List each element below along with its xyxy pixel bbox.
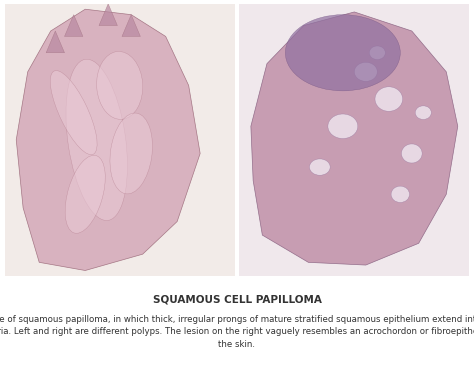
Ellipse shape: [310, 159, 330, 175]
Ellipse shape: [97, 51, 143, 119]
Polygon shape: [16, 9, 200, 271]
Text: A second type of squamous papilloma, in which thick, irregular prongs of mature : A second type of squamous papilloma, in …: [0, 315, 474, 349]
Ellipse shape: [65, 155, 105, 233]
Polygon shape: [251, 12, 458, 265]
Ellipse shape: [401, 144, 422, 163]
Ellipse shape: [110, 113, 153, 194]
Text: SQUAMOUS CELL PAPILLOMA: SQUAMOUS CELL PAPILLOMA: [153, 294, 321, 304]
Ellipse shape: [369, 46, 385, 60]
Ellipse shape: [354, 62, 377, 81]
Ellipse shape: [375, 87, 402, 111]
Ellipse shape: [50, 71, 97, 155]
Ellipse shape: [285, 15, 400, 91]
Polygon shape: [99, 4, 118, 26]
Ellipse shape: [328, 114, 358, 138]
Polygon shape: [64, 15, 83, 36]
Polygon shape: [122, 15, 140, 36]
Ellipse shape: [391, 186, 410, 203]
Ellipse shape: [415, 106, 431, 119]
Ellipse shape: [66, 59, 128, 220]
Polygon shape: [46, 31, 64, 53]
